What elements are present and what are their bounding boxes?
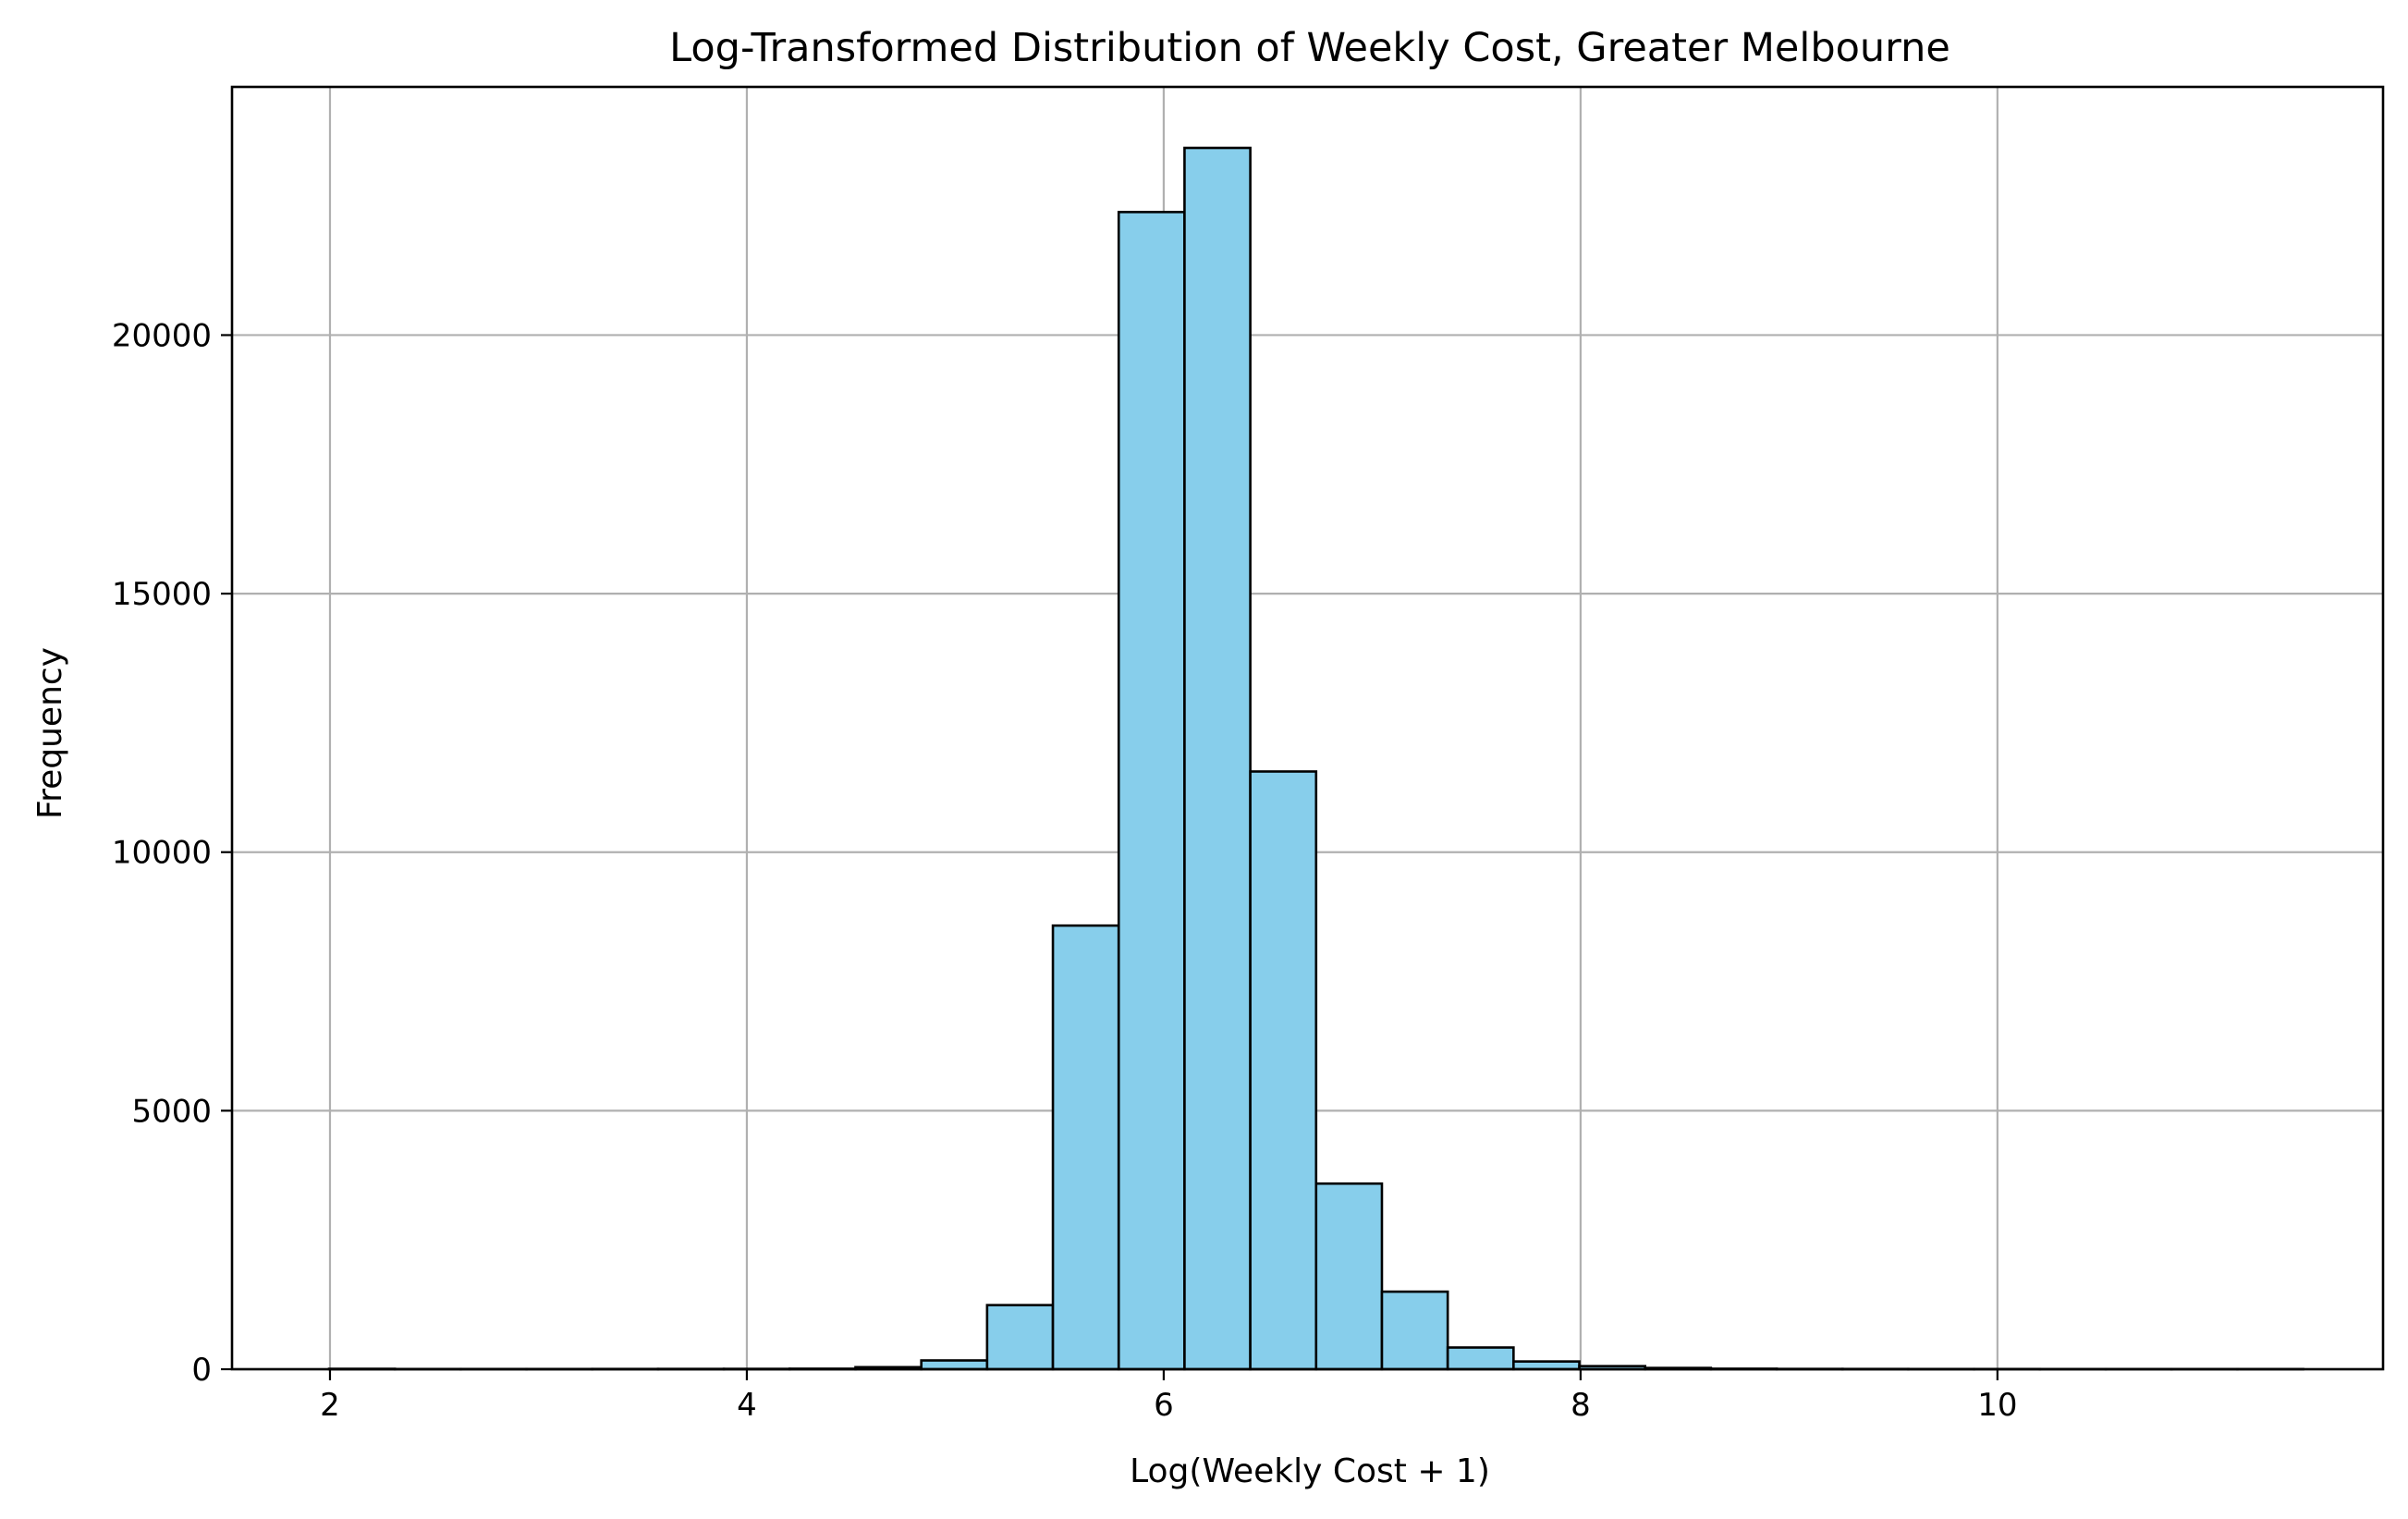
x-tick-label-6: 6: [1154, 1387, 1174, 1424]
x-tick-label-4: 4: [737, 1387, 757, 1424]
histogram-bar-14: [1184, 148, 1250, 1369]
chart-title: Log-Transformed Distribution of Weekly C…: [669, 25, 1950, 71]
histogram-bar-16: [1316, 1183, 1382, 1369]
histogram-bar-15: [1251, 771, 1316, 1369]
y-tick-label-15000: 15000: [112, 576, 212, 613]
x-tick-label-2: 2: [320, 1387, 340, 1424]
histogram-bar-17: [1382, 1292, 1448, 1369]
y-tick-label-0: 0: [191, 1352, 212, 1389]
x-axis-label: Log(Weekly Cost + 1): [1130, 1452, 1490, 1490]
histogram-bar-12: [1053, 925, 1118, 1369]
x-tick-label-10: 10: [1977, 1387, 2017, 1424]
y-tick-label-10000: 10000: [112, 835, 212, 872]
y-tick-label-5000: 5000: [131, 1093, 212, 1130]
histogram-bar-11: [987, 1305, 1053, 1369]
y-tick-label-20000: 20000: [112, 317, 212, 354]
y-axis-label: Frequency: [31, 647, 69, 819]
histogram-bar-18: [1448, 1348, 1513, 1369]
histogram-bar-10: [922, 1360, 987, 1369]
x-tick-label-8: 8: [1571, 1387, 1591, 1424]
histogram-bar-13: [1118, 212, 1184, 1369]
